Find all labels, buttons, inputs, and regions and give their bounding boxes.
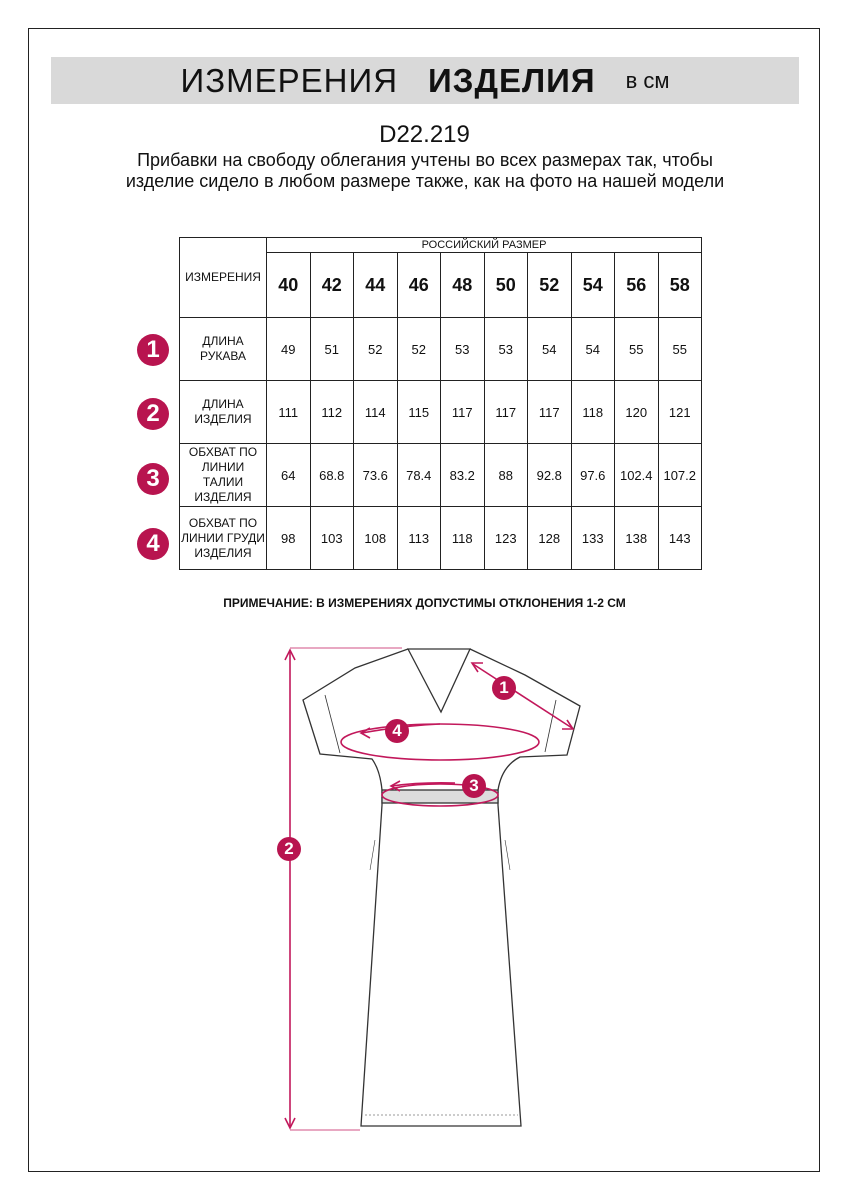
size-44: 44 bbox=[353, 252, 398, 318]
table-cell: 114 bbox=[353, 380, 398, 444]
table-cell: 88 bbox=[483, 443, 528, 507]
table-row: ОБХВАТ ПО ЛИНИИ ТАЛИИ ИЗДЕЛИЯ 64 68.8 73.6 7… bbox=[179, 443, 702, 507]
waist-ellipse bbox=[381, 783, 499, 807]
diagram-marker-2: 2 bbox=[277, 837, 301, 861]
size-46: 46 bbox=[396, 252, 441, 318]
title-unit: в см bbox=[625, 67, 670, 93]
table-cell: 49 bbox=[266, 317, 311, 381]
row-number-badge: 1 bbox=[137, 334, 169, 366]
row-label: ОБХВАТ ПО ЛИНИИ ТАЛИИ ИЗДЕЛИЯ bbox=[179, 443, 267, 507]
size-40: 40 bbox=[266, 252, 311, 318]
dress-outline bbox=[302, 648, 581, 1127]
size-52: 52 bbox=[527, 252, 572, 318]
row-label: ОБХВАТ ПО ЛИНИИ ГРУДИ ИЗДЕЛИЯ bbox=[179, 506, 267, 570]
table-cell: 143 bbox=[657, 506, 702, 570]
table-cell: 103 bbox=[309, 506, 354, 570]
table-cell: 55 bbox=[614, 317, 659, 381]
table-cell: 53 bbox=[483, 317, 528, 381]
title-bold: ИЗДЕЛИЯ bbox=[428, 61, 596, 99]
table-cell: 55 bbox=[657, 317, 702, 381]
title-banner: ИЗМЕРЕНИЯ ИЗДЕЛИЯ в см bbox=[51, 57, 799, 104]
table-cell: 128 bbox=[527, 506, 572, 570]
table-cell: 108 bbox=[353, 506, 398, 570]
row-number-badge: 2 bbox=[137, 398, 169, 430]
size-42: 42 bbox=[309, 252, 354, 318]
description: Прибавки на свободу облегания учтены во … bbox=[125, 150, 725, 191]
diagram-marker-1: 1 bbox=[492, 676, 516, 700]
measurements-header: ИЗМЕРЕНИЯ bbox=[179, 237, 267, 318]
size-54: 54 bbox=[570, 252, 615, 318]
table-cell: 133 bbox=[570, 506, 615, 570]
size-56: 56 bbox=[614, 252, 659, 318]
page-frame bbox=[28, 28, 820, 1172]
row-label: ДЛИНА ИЗДЕЛИЯ bbox=[179, 380, 267, 444]
title-regular: ИЗМЕРЕНИЯ bbox=[180, 61, 399, 99]
table-cell: 138 bbox=[614, 506, 659, 570]
size-table: ИЗМЕРЕНИЯ РОССИЙСКИЙ РАЗМЕР 40 42 44 46 48 50… bbox=[179, 237, 702, 570]
table-cell: 98 bbox=[266, 506, 311, 570]
table-cell: 73.6 bbox=[353, 443, 398, 507]
size-58: 58 bbox=[657, 252, 702, 318]
table-cell: 111 bbox=[266, 380, 311, 444]
table-cell: 113 bbox=[396, 506, 441, 570]
table-cell: 52 bbox=[396, 317, 441, 381]
diagram-marker-4: 4 bbox=[385, 719, 409, 743]
table-cell: 64 bbox=[266, 443, 311, 507]
table-cell: 68.8 bbox=[309, 443, 354, 507]
table-cell: 97.6 bbox=[570, 443, 615, 507]
row-label: ДЛИНА РУКАВА bbox=[179, 317, 267, 381]
product-code: D22.219 bbox=[379, 121, 470, 148]
table-cell: 78.4 bbox=[396, 443, 441, 507]
table-cell: 117 bbox=[483, 380, 528, 444]
diagram-marker-3: 3 bbox=[462, 774, 486, 798]
row-number-badge: 4 bbox=[137, 528, 169, 560]
table-row: ОБХВАТ ПО ЛИНИИ ГРУДИ ИЗДЕЛИЯ 98 103 108 113… bbox=[179, 506, 702, 570]
row-number-badge: 3 bbox=[137, 463, 169, 495]
table-cell: 112 bbox=[309, 380, 354, 444]
table-cell: 102.4 bbox=[614, 443, 659, 507]
table-cell: 118 bbox=[570, 380, 615, 444]
table-cell: 123 bbox=[483, 506, 528, 570]
note: ПРИМЕЧАНИЕ: В ИЗМЕРЕНИЯХ ДОПУСТИМЫ ОТКЛО… bbox=[223, 596, 626, 610]
table-cell: 120 bbox=[614, 380, 659, 444]
table-cell: 83.2 bbox=[440, 443, 485, 507]
table-row: ДЛИНА РУКАВА 49 51 52 52 53 53 54 54 55 55 bbox=[179, 317, 702, 381]
measurement-lines bbox=[284, 647, 575, 1131]
chest-ellipse bbox=[340, 723, 540, 761]
table-cell: 107.2 bbox=[657, 443, 702, 507]
size-48: 48 bbox=[440, 252, 485, 318]
table-cell: 54 bbox=[527, 317, 572, 381]
sleeve-arrow bbox=[472, 663, 573, 729]
